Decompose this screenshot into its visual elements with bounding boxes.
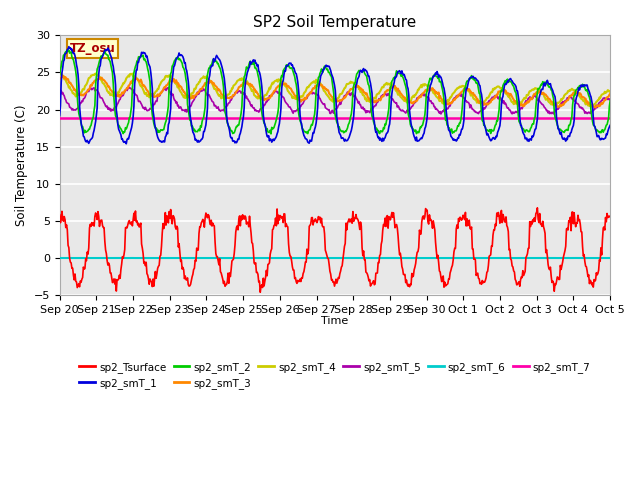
Y-axis label: Soil Temperature (C): Soil Temperature (C) [15,105,28,226]
Title: SP2 Soil Temperature: SP2 Soil Temperature [253,15,417,30]
X-axis label: Time: Time [321,316,349,326]
Legend: sp2_Tsurface, sp2_smT_1, sp2_smT_2, sp2_smT_3, sp2_smT_4, sp2_smT_5, sp2_smT_6, : sp2_Tsurface, sp2_smT_1, sp2_smT_2, sp2_… [75,358,595,393]
Text: TZ_osu: TZ_osu [70,42,115,55]
